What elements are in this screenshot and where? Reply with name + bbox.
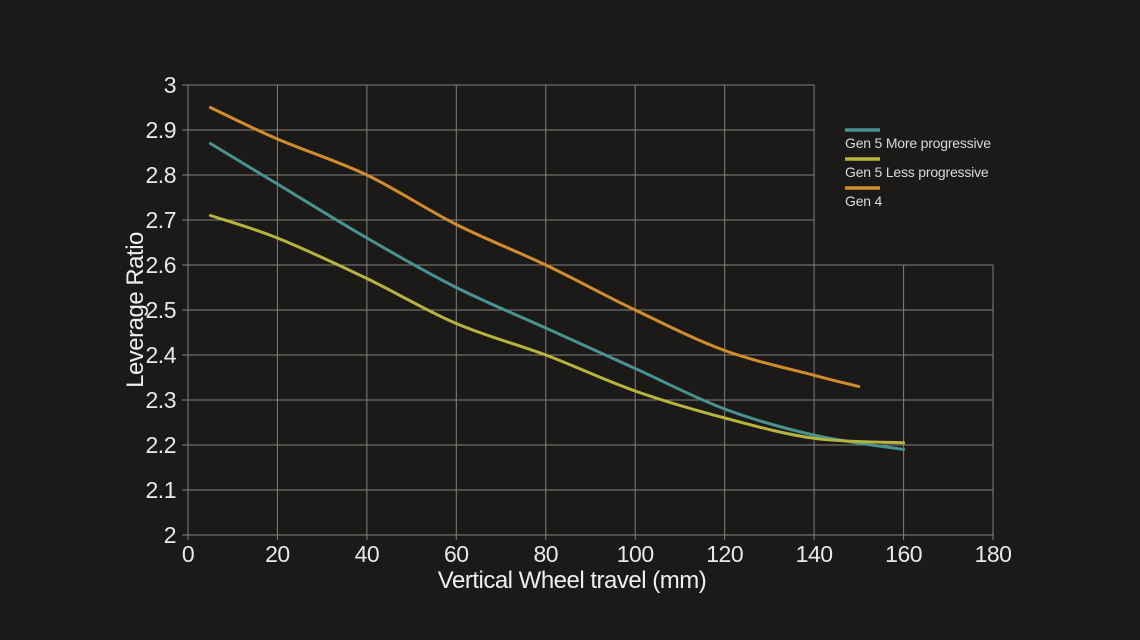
x-tick-label-160: 160 — [885, 541, 922, 567]
x-axis-title: Vertical Wheel travel (mm) — [438, 567, 706, 594]
y-tick-label-2.1: 2.1 — [146, 477, 176, 503]
y-tick-label-2.4: 2.4 — [146, 342, 177, 368]
x-tick-label-40: 40 — [355, 541, 380, 567]
legend: Gen 5 More progressive Gen 5 Less progres… — [845, 128, 991, 209]
y-tick-label-2.7: 2.7 — [146, 207, 176, 233]
legend-label-gen-5-more-progressive: Gen 5 More progressive — [845, 135, 991, 151]
y-tick-label-2: 2 — [164, 522, 176, 548]
series-line-gen-5-more-progressive — [208, 142, 906, 451]
y-tick-label-2.3: 2.3 — [146, 387, 176, 413]
y-tick-label-2.8: 2.8 — [146, 162, 176, 188]
y-tick-label-2.5: 2.5 — [146, 297, 176, 323]
series-line-gen-5-less-progressive — [208, 214, 906, 445]
legend-item-gen-5-more-progressive: Gen 5 More progressive — [845, 128, 991, 151]
legend-item-gen-5-less-progressive: Gen 5 Less progressive — [845, 157, 989, 180]
x-tick-label-140: 140 — [796, 541, 833, 567]
y-tick-label-2.6: 2.6 — [146, 252, 176, 278]
grid-lines — [187, 84, 994, 536]
x-tick-label-120: 120 — [706, 541, 743, 567]
y-tick-label-2.2: 2.2 — [146, 432, 176, 458]
x-tick-label-180: 180 — [975, 541, 1012, 567]
y-axis-title: Leverage Ratio — [122, 232, 149, 388]
series-lines — [208, 106, 906, 451]
legend-label-gen-4: Gen 4 — [845, 193, 883, 209]
y-tick-label-2.9: 2.9 — [146, 117, 176, 143]
legend-item-gen-4: Gen 4 — [845, 186, 883, 209]
series-line-gen-4 — [208, 106, 861, 388]
x-tick-label-80: 80 — [534, 541, 559, 567]
x-tick-label-60: 60 — [444, 541, 469, 567]
legend-label-gen-5-less-progressive: Gen 5 Less progressive — [845, 164, 989, 180]
x-tick-label-100: 100 — [617, 541, 654, 567]
x-tick-label-20: 20 — [265, 541, 290, 567]
x-tick-label-0: 0 — [182, 541, 194, 567]
x-axis-tick-labels: 0 20 40 60 80 100 120 140 160 180 — [182, 541, 1012, 567]
y-tick-label-3: 3 — [164, 72, 176, 98]
y-axis-tick-labels: 2 2.1 2.2 2.3 2.4 2.5 2.6 2.7 2.8 2.9 3 — [146, 72, 178, 548]
axis-tick-marks — [182, 84, 994, 540]
